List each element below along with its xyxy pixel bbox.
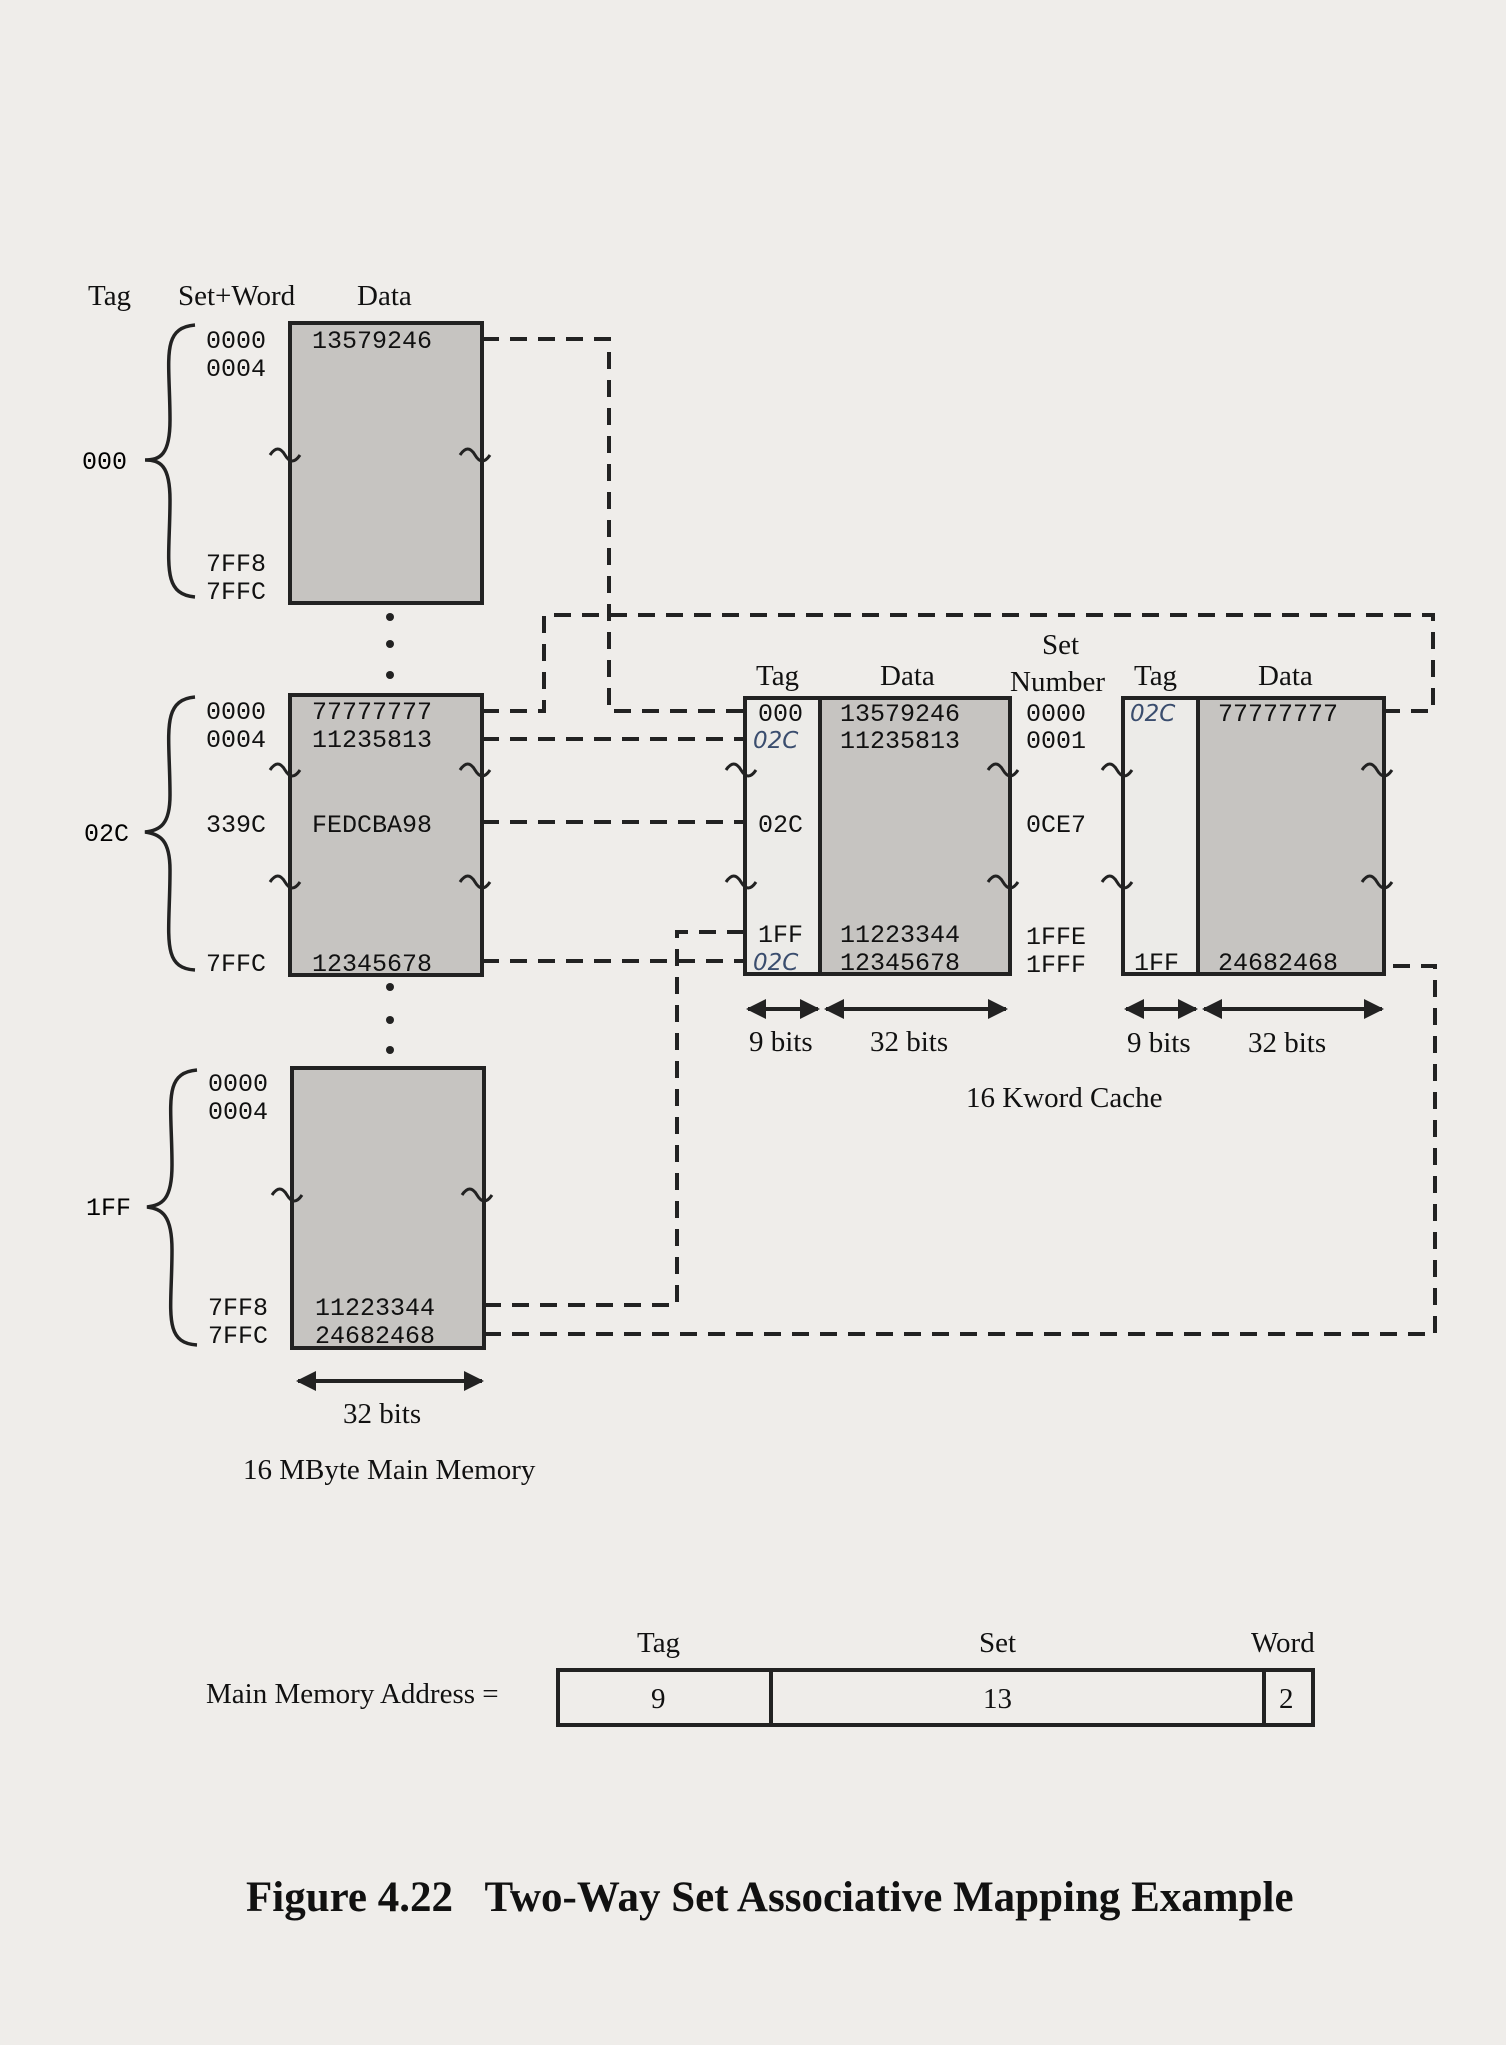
address-label: 0000 (208, 1070, 268, 1099)
address-label: 7FF8 (206, 550, 266, 579)
set-number-value: 0001 (1026, 727, 1086, 756)
cache-data-value: 11235813 (840, 727, 960, 756)
field-bits-set: 13 (983, 1683, 1012, 1715)
ellipsis-icon (386, 613, 394, 1054)
set-header-line2: Number (1010, 666, 1105, 698)
cache-way-1: Tag Data 000 02C 1FF 13579246 11235813 1… (724, 660, 1020, 1058)
address-label: 339C (206, 811, 266, 840)
cache-tag-value: 000 (758, 700, 803, 729)
address-label: 0000 (206, 327, 266, 356)
cache-data-value: 11223344 (840, 921, 960, 950)
address-label: 0004 (208, 1098, 268, 1127)
memory-block-1ff: 1FF 0000 0004 7FF8 7FFC 11223344 2468246… (86, 1066, 494, 1351)
brace-icon (146, 1068, 198, 1347)
cache-tag-value: 1FF (758, 921, 803, 950)
address-format: Tag Set Word Main Memory Address = 9 13 … (206, 1627, 1315, 1727)
set-number-value: 1FFE (1026, 923, 1086, 952)
address-format-box (556, 1668, 1315, 1727)
tilde-break-icon (458, 874, 492, 890)
memory-data-value: 13579246 (312, 327, 432, 356)
memory-data-value: 11223344 (315, 1294, 435, 1323)
cache-caption: 16 Kword Cache (966, 1082, 1163, 1114)
cache-tag-value: 1FF (1134, 949, 1179, 978)
address-label: 7FFC (206, 578, 266, 607)
cache-tag-width-label: 9 bits (1127, 1027, 1191, 1059)
tilde-break-icon (458, 762, 492, 778)
mapping-line (482, 613, 1435, 713)
memory-data-value: 12345678 (312, 950, 432, 979)
set-number-value: 0CE7 (1026, 811, 1086, 840)
memory-data-value: 77777777 (312, 698, 432, 727)
cache-tag-header: Tag (756, 660, 799, 692)
memory-block-02c: 02C 0000 0004 339C 7FFC 77777777 1123581… (84, 693, 492, 979)
main-memory-setword-header: Set+Word (178, 280, 296, 312)
memory-block-000: 000 0000 0004 7FF8 7FFC 13579246 (82, 321, 492, 607)
figure-caption: Figure 4.22 Two-Way Set Associative Mapp… (246, 1874, 1294, 1921)
tilde-break-icon (986, 874, 1020, 890)
cache-data-header: Data (880, 660, 935, 692)
block-tag-label: 02C (84, 820, 129, 849)
tilde-break-icon (268, 874, 302, 890)
cache-data-value: 12345678 (840, 949, 960, 978)
cache-data-value: 13579246 (840, 700, 960, 729)
address-label: 0004 (206, 726, 266, 755)
tilde-break-icon (724, 762, 758, 778)
tilde-break-icon (1360, 874, 1394, 890)
set-number-value: 1FFF (1026, 951, 1086, 980)
mapping-lines (482, 337, 1437, 1336)
memory-data-value: 24682468 (315, 1322, 435, 1351)
set-header-line1: Set (1042, 629, 1079, 661)
handwritten-tag-value: 02C (1130, 701, 1175, 727)
main-memory-tag-header: Tag (88, 280, 131, 312)
tilde-break-icon (268, 447, 302, 463)
tilde-break-icon (458, 447, 492, 463)
tilde-break-icon (460, 1187, 494, 1203)
tilde-break-icon (1100, 762, 1134, 778)
tilde-break-icon (1100, 874, 1134, 890)
cache-way-2: Tag Data 02C 1FF 77777777 24682468 9 bit… (1100, 660, 1394, 1059)
brace-icon (144, 695, 196, 972)
block-tag-label: 000 (82, 448, 127, 477)
cache-tag-width-label: 9 bits (749, 1026, 813, 1058)
handwritten-tag-value: 02C (753, 728, 798, 754)
cache-data-width-label: 32 bits (870, 1026, 948, 1058)
address-label: 0000 (206, 698, 266, 727)
cache-data-value: 77777777 (1218, 700, 1338, 729)
block-tag-label: 1FF (86, 1194, 131, 1223)
mapping-line (484, 964, 1437, 1336)
cache-data-width-label: 32 bits (1248, 1027, 1326, 1059)
main-memory-data-header: Data (357, 280, 412, 312)
field-name-tag: Tag (637, 1627, 680, 1659)
main-memory-width-label: 32 bits (343, 1398, 421, 1430)
cache-tag-header: Tag (1134, 660, 1177, 692)
set-number-column: Set Number 0000 0001 0CE7 1FFE 1FFF (1010, 629, 1105, 980)
set-number-value: 0000 (1026, 700, 1086, 729)
memory-data-value: 11235813 (312, 726, 432, 755)
brace-icon (144, 323, 196, 599)
cache-tag-value: 02C (758, 811, 803, 840)
mapping-line (484, 930, 745, 1307)
field-name-set: Set (979, 1627, 1016, 1659)
cache-data-value: 24682468 (1218, 949, 1338, 978)
cache-data-header: Data (1258, 660, 1313, 692)
address-label: 7FFC (206, 950, 266, 979)
main-memory-caption: 16 MByte Main Memory (243, 1454, 536, 1486)
tilde-break-icon (268, 762, 302, 778)
address-label: 7FF8 (208, 1294, 268, 1323)
address-format-label: Main Memory Address = (206, 1678, 499, 1710)
field-bits-word: 2 (1279, 1683, 1294, 1715)
field-name-word: Word (1251, 1627, 1315, 1659)
mapping-line (482, 337, 745, 713)
address-label: 0004 (206, 355, 266, 384)
field-bits-tag: 9 (651, 1683, 666, 1715)
memory-data-value: FEDCBA98 (312, 811, 432, 840)
tilde-break-icon (724, 874, 758, 890)
tilde-break-icon (1360, 762, 1394, 778)
tilde-break-icon (986, 762, 1020, 778)
handwritten-tag-value: 02C (753, 950, 798, 976)
tilde-break-icon (270, 1187, 304, 1203)
address-label: 7FFC (208, 1322, 268, 1351)
